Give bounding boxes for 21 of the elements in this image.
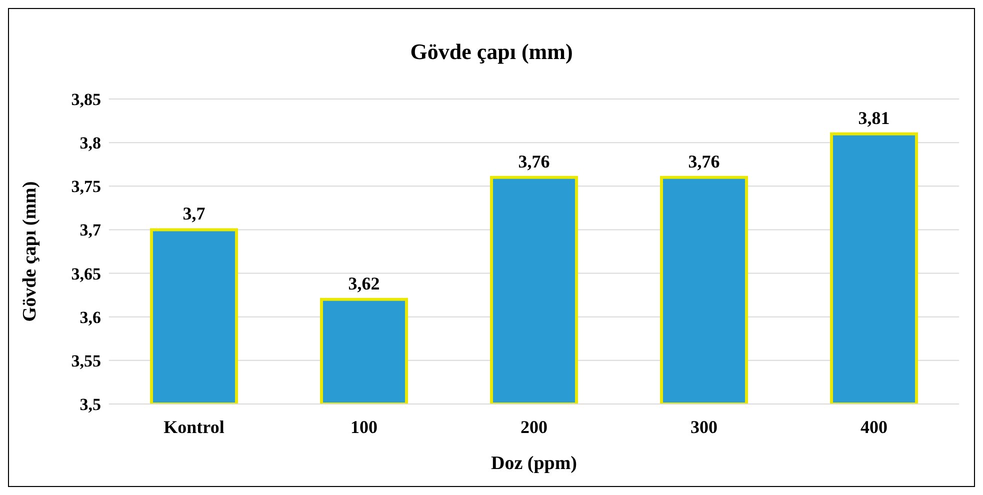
data-label: 3,62 bbox=[348, 273, 380, 294]
y-axis-title: Gövde çapı (mm) bbox=[20, 181, 41, 322]
x-tick-label: 100 bbox=[350, 416, 378, 437]
data-label: 3,76 bbox=[688, 151, 720, 172]
chart-title: Gövde çapı (mm) bbox=[409, 38, 574, 66]
data-label: 3,81 bbox=[858, 108, 890, 128]
y-tick-label: 3,65 bbox=[71, 264, 101, 284]
x-tick-label: 300 bbox=[690, 416, 718, 437]
y-tick-label: 3,5 bbox=[80, 395, 101, 414]
y-tick-label: 3,75 bbox=[71, 177, 101, 196]
y-tick-label: 3,6 bbox=[80, 308, 101, 327]
x-tick-label: 400 bbox=[860, 416, 888, 437]
x-tick-label: Kontrol bbox=[164, 416, 224, 437]
x-axis-title: Doz (ppm) bbox=[490, 453, 578, 474]
y-tick-label: 3,7 bbox=[80, 220, 102, 240]
data-label: 3,7 bbox=[182, 204, 206, 224]
y-tick-label: 3,8 bbox=[80, 134, 101, 153]
y-tick-label: 3,85 bbox=[71, 90, 101, 110]
x-tick-label: 200 bbox=[520, 416, 548, 437]
y-tick-label: 3,55 bbox=[71, 351, 101, 370]
data-label: 3,76 bbox=[518, 151, 550, 172]
